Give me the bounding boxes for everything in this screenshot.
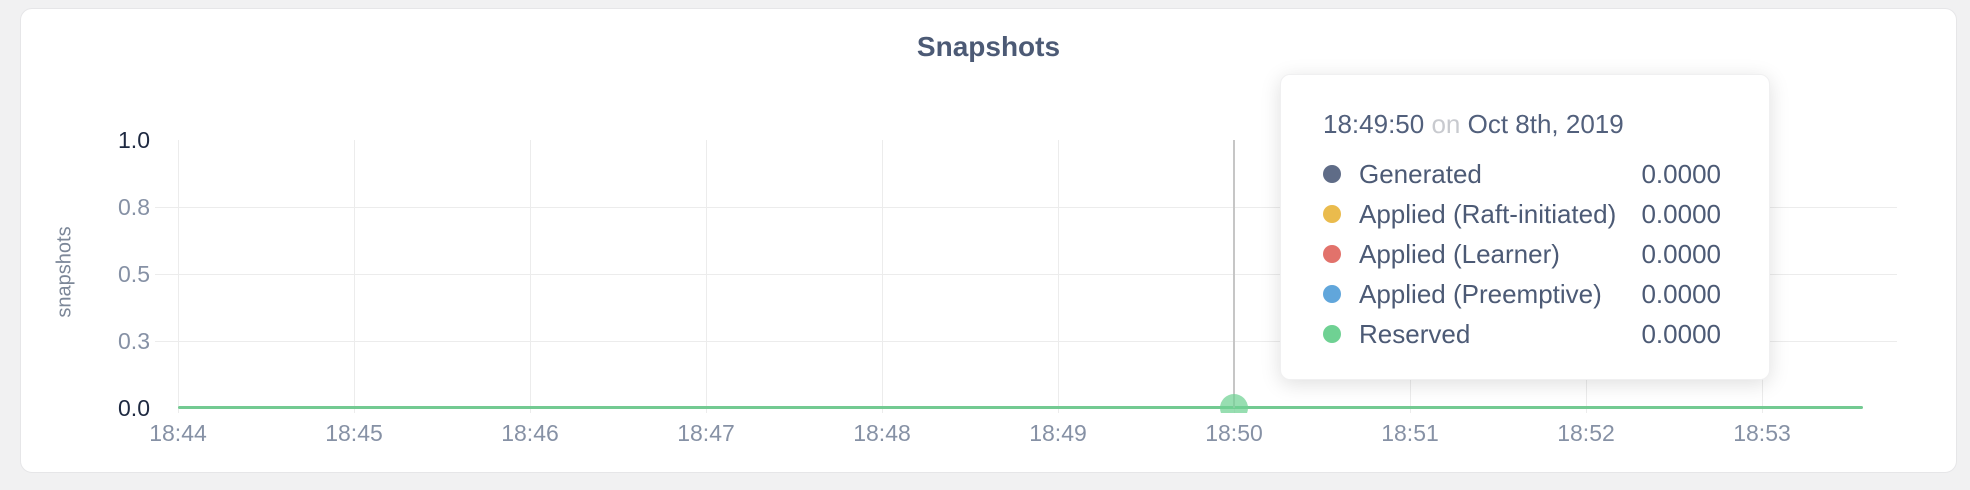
h-gridline <box>155 341 1897 342</box>
x-tick-label: 18:47 <box>677 420 735 446</box>
chart-tooltip: 18:49:50 on Oct 8th, 2019 Generated 0.000… <box>1280 74 1770 380</box>
chart-title: Snapshots <box>916 31 1061 62</box>
y-tick-label: 1.0 <box>118 127 150 153</box>
tooltip-row: Applied (Preemptive) 0.0000 <box>1323 274 1721 314</box>
v-gridline <box>882 140 883 413</box>
v-gridline <box>706 140 707 413</box>
tooltip-connector: on <box>1431 109 1461 139</box>
hover-point <box>1220 394 1248 413</box>
tooltip-row: Reserved 0.0000 <box>1323 314 1721 354</box>
series-line-reserved <box>178 406 1863 409</box>
legend-dot-icon <box>1323 325 1341 343</box>
legend-value: 0.0000 <box>1641 158 1721 189</box>
tooltip-row: Generated 0.0000 <box>1323 154 1721 194</box>
x-tick-label: 18:50 <box>1205 420 1263 446</box>
tooltip-date: Oct 8th, 2019 <box>1467 109 1624 139</box>
legend-value: 0.0000 <box>1641 278 1721 309</box>
legend-dot-icon <box>1323 285 1341 303</box>
legend-dot-icon <box>1323 245 1341 263</box>
v-gridline <box>178 140 179 413</box>
legend-value: 0.0000 <box>1641 238 1721 269</box>
tooltip-row: Applied (Learner) 0.0000 <box>1323 234 1721 274</box>
legend-value: 0.0000 <box>1641 318 1721 349</box>
legend-dot-icon <box>1323 205 1341 223</box>
tooltip-time: 18:49:50 <box>1323 109 1425 139</box>
x-tick-label: 18:52 <box>1557 420 1615 446</box>
legend-label: Applied (Preemptive) <box>1359 278 1602 309</box>
h-gridline <box>155 207 1897 208</box>
v-gridline <box>354 140 355 413</box>
y-tick-label: 0.5 <box>118 261 150 287</box>
y-tick-label: 0.3 <box>118 328 150 354</box>
x-tick-label: 18:48 <box>853 420 911 446</box>
tooltip-row: Applied (Raft-initiated) 0.0000 <box>1323 194 1721 234</box>
x-tick-label: 18:51 <box>1381 420 1439 446</box>
hover-point-clip <box>1220 394 1248 413</box>
legend-label: Applied (Raft-initiated) <box>1359 198 1617 229</box>
y-tick-label: 0.0 <box>118 395 150 421</box>
x-tick-label: 18:45 <box>325 420 383 446</box>
legend-label: Applied (Learner) <box>1359 238 1560 269</box>
x-tick-label: 18:46 <box>501 420 559 446</box>
v-gridline <box>1058 140 1059 413</box>
h-gridline <box>155 274 1897 275</box>
hover-guideline <box>1233 140 1235 408</box>
legend-label: Generated <box>1359 158 1482 189</box>
x-tick-label: 18:53 <box>1733 420 1791 446</box>
tooltip-timestamp: 18:49:50 on Oct 8th, 2019 <box>1323 109 1721 140</box>
x-tick-label: 18:44 <box>149 420 207 446</box>
legend-value: 0.0000 <box>1641 198 1721 229</box>
v-gridline <box>530 140 531 413</box>
y-tick-label: 0.8 <box>118 194 150 220</box>
legend-label: Reserved <box>1359 318 1471 349</box>
legend-dot-icon <box>1323 165 1341 183</box>
x-tick-label: 18:49 <box>1029 420 1087 446</box>
